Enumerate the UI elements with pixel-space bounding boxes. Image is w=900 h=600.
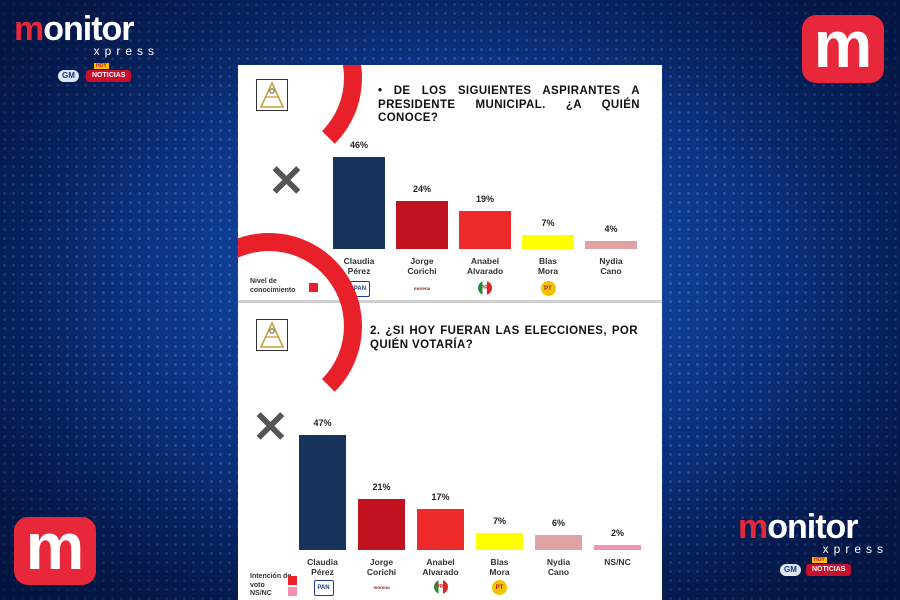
gm-seal-logo: [256, 79, 288, 111]
chart-panel-2: 2. ¿SI HOY FUERAN LAS ELECCIONES, POR QU…: [238, 233, 662, 600]
bar-3: [417, 508, 464, 550]
category-label-6: NS/NC: [604, 557, 631, 567]
data-label-1: 46%: [349, 140, 368, 150]
monitor-m-icon-bottom-left: m: [14, 513, 96, 585]
legend-swatch-nsnc: [288, 587, 297, 596]
data-label-2: 24%: [412, 184, 431, 194]
legend-swatch-intencion: [288, 576, 297, 585]
category-label-5: Nydia Cano: [599, 256, 623, 277]
party-logo-pt-icon: PT: [540, 281, 556, 296]
data-label-1: 47%: [313, 418, 332, 429]
chart-panel-1: • DE LOS SIGUIENTES ASPIRANTES A PRESIDE…: [238, 65, 662, 300]
panel-divider: [238, 300, 662, 303]
bar-6: [594, 545, 641, 550]
question-2: 2. ¿SI HOY FUERAN LAS ELECCIONES, POR QU…: [370, 325, 638, 351]
data-label-3: 19%: [475, 194, 494, 204]
monitor-m-icon-top-right: m: [802, 11, 884, 83]
bar-5: [585, 241, 637, 249]
category-label-4: Blas Mora: [489, 557, 510, 578]
bar-4: [522, 235, 574, 249]
category-label-2: Jorge Corichi: [407, 256, 437, 277]
data-label-6: 2%: [610, 528, 624, 539]
category-label-3: Anabel Alvarado: [466, 256, 504, 277]
bar-4: [476, 532, 523, 550]
poll-card: • DE LOS SIGUIENTES ASPIRANTES A PRESIDE…: [238, 65, 662, 600]
category-label-1: Claudia Pérez: [343, 256, 375, 277]
monitor-xpress-logo-bottom-right: monitor xpress GM NOTICIAS HOY: [738, 508, 888, 576]
party-logo-morena-icon: morena: [413, 285, 431, 291]
data-label-3: 17%: [431, 491, 450, 502]
x-mark-icon: ✕: [252, 403, 289, 452]
party-logo-morena-icon: morena: [373, 584, 390, 590]
category-label-3: Anabel Alvarado: [422, 557, 459, 578]
question-1: • DE LOS SIGUIENTES ASPIRANTES A PRESIDE…: [378, 85, 640, 125]
category-label-2: Jorge Corichi: [366, 557, 397, 578]
category-label-1: Claudia Pérez: [307, 557, 338, 578]
bar-3: [459, 211, 511, 249]
category-label-5: Nydia Cano: [546, 557, 571, 578]
data-label-2: 21%: [372, 481, 391, 492]
party-logo-pri-icon: PRI: [433, 580, 448, 594]
x-mark-icon: ✕: [268, 157, 305, 206]
party-logo-pan-icon: PAN: [313, 580, 334, 596]
category-label-4: Blas Mora: [537, 256, 559, 277]
legend-label-nsnc: NS/NC: [250, 590, 272, 597]
bar-5: [535, 535, 582, 550]
bar-2: [358, 498, 405, 550]
monitor-xpress-logo-top-left: monitor xpress GM NOTICIAS HOY: [14, 10, 159, 82]
data-label-5: 4%: [604, 224, 618, 234]
bar-1: [333, 157, 385, 249]
party-logo-pri-icon: PRI: [478, 281, 492, 295]
party-logo-pt-icon: PT: [492, 580, 507, 595]
bar-2: [396, 201, 448, 249]
data-label-4: 7%: [541, 218, 555, 228]
bar-1: [299, 435, 346, 550]
gm-seal-logo: [256, 319, 288, 351]
data-label-4: 7%: [492, 515, 506, 526]
legend-label-intencion: Intención de voto: [250, 573, 292, 589]
data-label-5: 6%: [551, 518, 565, 529]
